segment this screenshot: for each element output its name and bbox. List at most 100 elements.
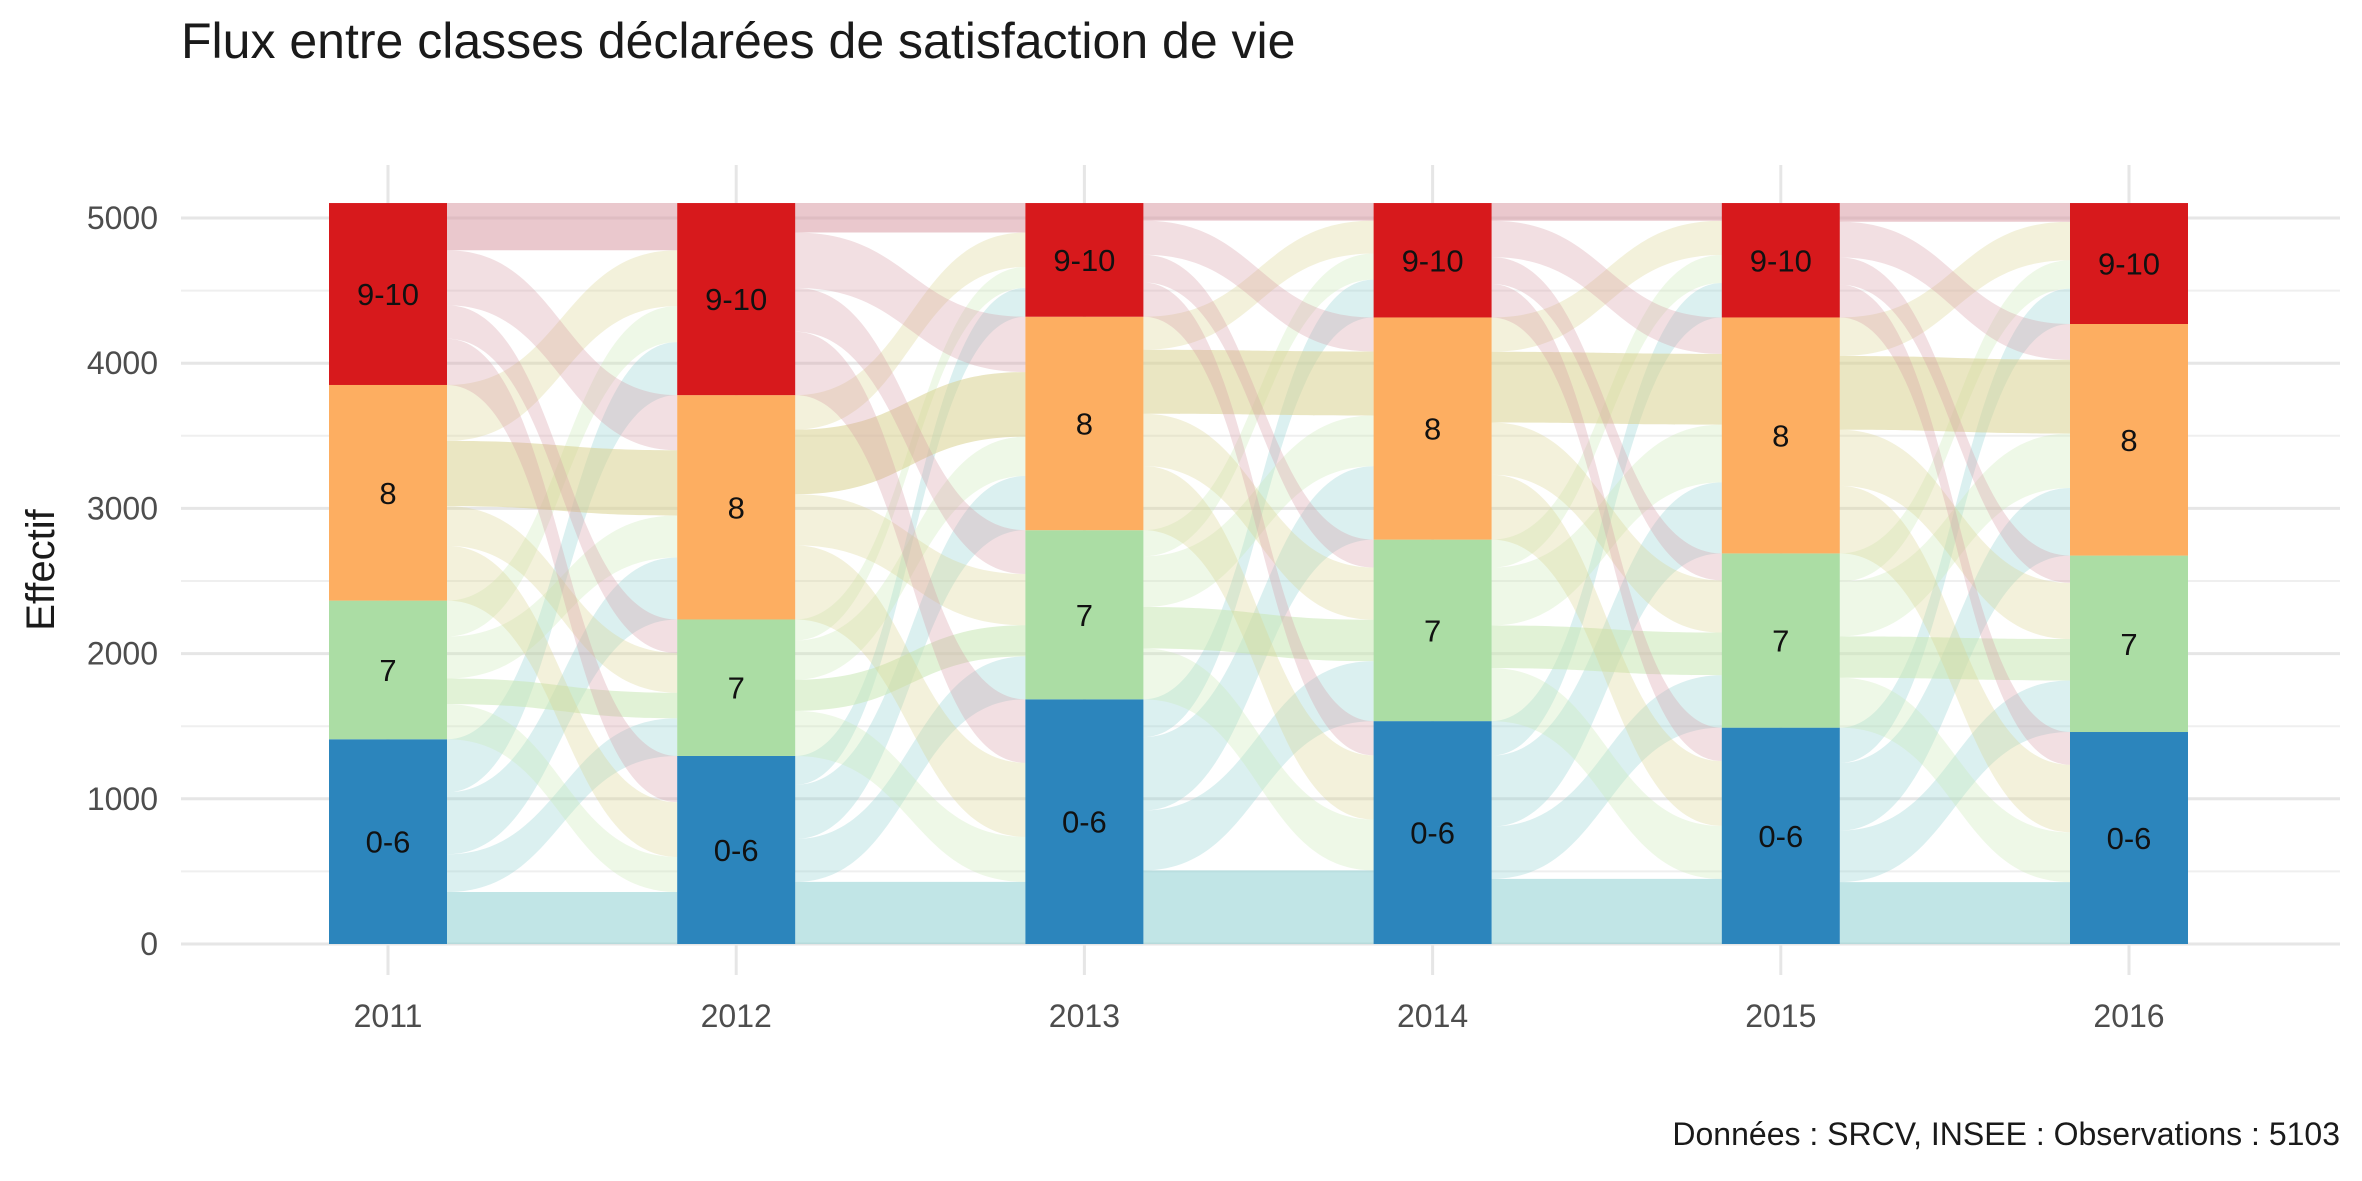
segment-label: 8 — [379, 476, 396, 511]
flow-ribbon — [795, 436, 1026, 680]
segment-label: 9-10 — [1053, 243, 1115, 278]
y-tick-label: 0 — [140, 926, 158, 962]
chart-title: Flux entre classes déclarées de satisfac… — [181, 13, 1295, 69]
segment-label: 8 — [1076, 406, 1093, 441]
bar-segment — [2070, 203, 2188, 324]
bar-segment — [1025, 203, 1144, 317]
flow-ribbon — [1839, 433, 2070, 637]
segment-label: 0-6 — [1062, 805, 1107, 840]
flow-ribbon — [1491, 283, 1722, 756]
flow-ribbon — [795, 232, 1026, 373]
flow-ribbon — [795, 494, 1026, 626]
flow-ribbon — [1143, 254, 1374, 568]
bar-segment — [1025, 699, 1144, 944]
flow-ribbon — [1143, 648, 1374, 871]
flow-ribbon — [795, 287, 1026, 575]
flow-ribbon — [1839, 680, 2070, 883]
segment-label: 9-10 — [2098, 247, 2160, 282]
bar-segment — [1373, 721, 1492, 944]
segment-labels: 0-6 7 8 9-10 0-6 7 8 9-10 0-6 7 8 9-10 0-6 7 8 9-10 0-6 7… — [357, 243, 2160, 868]
flow-ribbon — [447, 678, 678, 719]
flow-ribbon — [1839, 677, 2070, 883]
flow-ribbon — [1839, 485, 2070, 833]
flow-ribbon — [1839, 221, 2070, 356]
bar-segment — [329, 739, 447, 944]
flow-ribbon — [1839, 257, 2070, 583]
bar-segment — [1721, 553, 1840, 728]
segment-label: 9-10 — [705, 282, 767, 317]
bar-segment — [677, 395, 796, 620]
bar-segment — [1721, 317, 1840, 554]
flow-ribbon — [795, 287, 1026, 785]
bar-segment — [1721, 203, 1840, 318]
bar-segment — [1025, 530, 1144, 700]
segment-label: 0-6 — [714, 833, 759, 868]
flow-ribbon — [447, 892, 678, 944]
bar-segment — [329, 384, 447, 601]
flow-ribbon — [1143, 220, 1374, 352]
flow-ribbon — [1491, 284, 1722, 762]
flow-ribbon — [447, 545, 678, 857]
flow-ribbon — [1839, 355, 2070, 434]
flow-ribbon — [1143, 220, 1374, 350]
flow-ribbon — [795, 331, 1026, 763]
flow-ribbons — [447, 203, 2070, 944]
bar-segment — [1025, 316, 1144, 531]
flow-ribbon — [1491, 257, 1722, 581]
flow-ribbon — [795, 881, 1026, 944]
bar-segment — [2070, 323, 2188, 556]
flow-ribbon — [1143, 870, 1374, 944]
flow-ribbon — [1491, 878, 1722, 944]
flow-ribbon — [795, 710, 1026, 882]
flow-ribbon — [447, 515, 678, 679]
flow-ribbon — [447, 250, 678, 441]
bar-segment — [677, 619, 796, 756]
y-axis-ticks: 0 1000 2000 3000 4000 5000 — [87, 200, 158, 962]
flow-ribbon — [447, 506, 678, 693]
flow-ribbon — [447, 718, 678, 893]
flow-ribbon — [1839, 284, 2070, 765]
flow-ribbon — [795, 372, 1026, 495]
bar-segment — [329, 600, 447, 740]
flow-ribbon — [447, 704, 678, 893]
segment-label: 7 — [728, 671, 745, 706]
flow-ribbon — [1491, 625, 1722, 676]
bar-segment — [1373, 539, 1492, 722]
x-tick-label: 2016 — [2093, 998, 2164, 1034]
flow-ribbon — [1491, 474, 1722, 826]
flow-ribbon — [1143, 661, 1374, 871]
flow-ribbon — [1491, 351, 1722, 425]
y-tick-label: 5000 — [87, 200, 158, 236]
segment-label: 9-10 — [1402, 243, 1464, 278]
bar-segment — [677, 755, 796, 944]
flow-ribbon — [447, 305, 678, 653]
flow-ribbon — [1491, 203, 1722, 221]
bar-segment — [1373, 203, 1492, 318]
y-tick-label: 3000 — [87, 490, 158, 526]
flow-ribbon — [1491, 675, 1722, 879]
bar-segment — [1373, 317, 1492, 540]
y-axis-label: Effectif — [19, 508, 63, 630]
x-tick-label: 2011 — [354, 998, 423, 1034]
segment-label: 7 — [1076, 598, 1093, 633]
bar-segment — [1721, 727, 1840, 944]
x-tick-label: 2012 — [701, 998, 772, 1034]
flow-ribbon — [1143, 413, 1374, 620]
flow-ribbon — [795, 203, 1026, 233]
flow-ribbon — [447, 342, 678, 793]
segment-label: 9-10 — [357, 277, 419, 312]
segment-label: 8 — [1772, 418, 1789, 453]
flow-ribbon — [1143, 349, 1374, 416]
x-tick-label: 2014 — [1397, 998, 1468, 1034]
flow-ribbon — [1143, 415, 1374, 608]
flow-ribbon — [1491, 668, 1722, 879]
flow-ribbon — [447, 440, 678, 516]
flow-ribbon — [1143, 279, 1374, 738]
bar-segment — [2070, 555, 2188, 733]
flow-ribbon — [1491, 424, 1722, 626]
segment-label: 7 — [379, 653, 396, 688]
flow-ribbon — [1839, 429, 2070, 640]
flow-ribbon — [795, 625, 1026, 711]
flow-ribbon — [1839, 636, 2070, 681]
